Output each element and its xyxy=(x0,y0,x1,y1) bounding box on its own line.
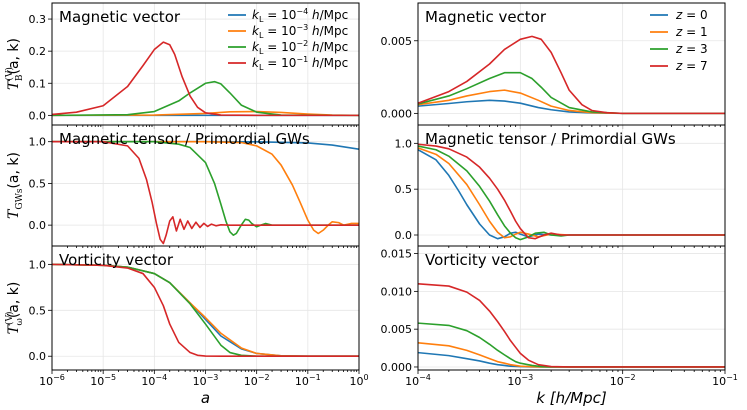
y-tick-label: 0.2 xyxy=(29,45,47,58)
legend-label: z = 0 xyxy=(675,8,708,22)
axes-frame xyxy=(417,245,726,371)
y-tick-label: 0.0 xyxy=(29,219,47,232)
x-axis-label: a xyxy=(201,389,210,407)
y-axis-label: T(V)B(a, k) xyxy=(4,38,25,90)
y-tick-label: 0.005 xyxy=(381,323,413,336)
x-tick-label: 10−4 xyxy=(405,373,431,388)
series-line-z-1 xyxy=(418,341,725,368)
y-axis-label: T(V)ω(a, k) xyxy=(4,282,25,335)
y-tick-label: 0.0 xyxy=(29,350,47,363)
y-tick-label: 0.0 xyxy=(395,229,413,242)
legend-label: kL = 10−2 h/Mpc xyxy=(252,39,348,56)
x-axis-label: k [h/Mpc] xyxy=(536,389,607,407)
legend-label: kL = 10−1 h/Mpc xyxy=(252,55,348,72)
panel-title: Magnetic vector xyxy=(59,8,181,26)
legend-label: z = 3 xyxy=(675,42,708,56)
series-line-kL-1e-1 xyxy=(52,140,359,245)
panel-title: Magnetic tensor / Primordial GWs xyxy=(425,130,676,148)
series-line-z-7 xyxy=(418,283,725,368)
y-tick-label: 0.5 xyxy=(29,304,47,317)
series-line-kL-1e-2 xyxy=(52,140,359,236)
y-tick-label: 1.0 xyxy=(395,137,413,150)
legend-label: z = 1 xyxy=(675,25,708,39)
y-tick-label: 1.0 xyxy=(29,258,47,271)
x-tick-label: 10−6 xyxy=(39,373,65,388)
y-tick-label: 0.010 xyxy=(381,285,413,298)
panel-right-top: 0.000 0.005 Magnetic vector xyxy=(381,2,726,129)
series-line-z-3 xyxy=(418,145,725,241)
x-tick-label: 10−2 xyxy=(610,373,636,388)
x-tick-label: 10−1 xyxy=(295,373,321,388)
x-tick-label: 10−4 xyxy=(141,373,167,388)
y-tick-label: 0.1 xyxy=(29,77,47,90)
legend-label: kL = 10−3 h/Mpc xyxy=(252,23,348,40)
panel-left-bot: 0.0 0.5 1.0 10−6 10−5 10−4 10−3 10−2 10−1 100 Vort… xyxy=(4,245,369,407)
panel-left-mid: 0.0 0.5 1.0 Magnetic tensor / Primordial GW… xyxy=(6,124,360,250)
legend-label: z = 7 xyxy=(675,59,708,73)
series-line-z-0 xyxy=(418,149,725,240)
y-axis-label: TGWs(a, k) xyxy=(6,152,25,219)
panel-title: Magnetic vector xyxy=(425,8,547,26)
series-line-kL-1e-1 xyxy=(52,41,359,117)
y-tick-label: 0.000 xyxy=(381,361,413,374)
y-tick-label: 0.015 xyxy=(381,248,413,261)
legend-z: z = 0 z = 1 z = 3 z = 7 xyxy=(650,8,708,73)
y-tick-label: 0.0 xyxy=(29,109,47,122)
series-line-z-0 xyxy=(418,351,725,368)
y-tick-label: 0.000 xyxy=(381,107,413,120)
x-tick-label: 10−1 xyxy=(712,373,738,388)
series-line-z-1 xyxy=(418,147,725,239)
y-tick-label: 0.005 xyxy=(381,35,413,48)
panel-title: Vorticity vector xyxy=(59,251,174,269)
y-tick-label: 0.3 xyxy=(29,13,47,26)
x-tick-label: 10−3 xyxy=(193,373,219,388)
panel-right-mid: 0.0 0.5 1.0 Magnetic tensor / Primordial GW… xyxy=(395,124,726,250)
series-line-kL-1e-1 xyxy=(52,263,359,358)
y-tick-label: 0.5 xyxy=(29,177,47,190)
x-tick-label: 10−3 xyxy=(507,373,533,388)
panel-right-bot: 0.000 0.005 0.010 0.015 10−4 10−3 10−2 10−1 Vort… xyxy=(381,245,738,407)
series-line-z-3 xyxy=(418,322,725,368)
panel-title: Vorticity vector xyxy=(425,251,540,269)
legend-label: kL = 10−4 h/Mpc xyxy=(252,7,348,24)
x-tick-label: 10−2 xyxy=(244,373,270,388)
x-tick-label: 100 xyxy=(349,373,368,388)
x-tick-label: 10−5 xyxy=(90,373,116,388)
series-line-z-7 xyxy=(418,143,725,240)
panel-left-top: 0.0 0.1 0.2 0.3 Magnetic vector T(V)B(a, k) xyxy=(4,2,360,129)
series-line-kL-1e-2 xyxy=(52,80,359,117)
y-tick-label: 1.0 xyxy=(29,136,47,149)
y-tick-label: 0.5 xyxy=(395,183,413,196)
series-line-z-7 xyxy=(418,35,725,115)
panel-title: Magnetic tensor / Primordial GWs xyxy=(59,130,310,148)
